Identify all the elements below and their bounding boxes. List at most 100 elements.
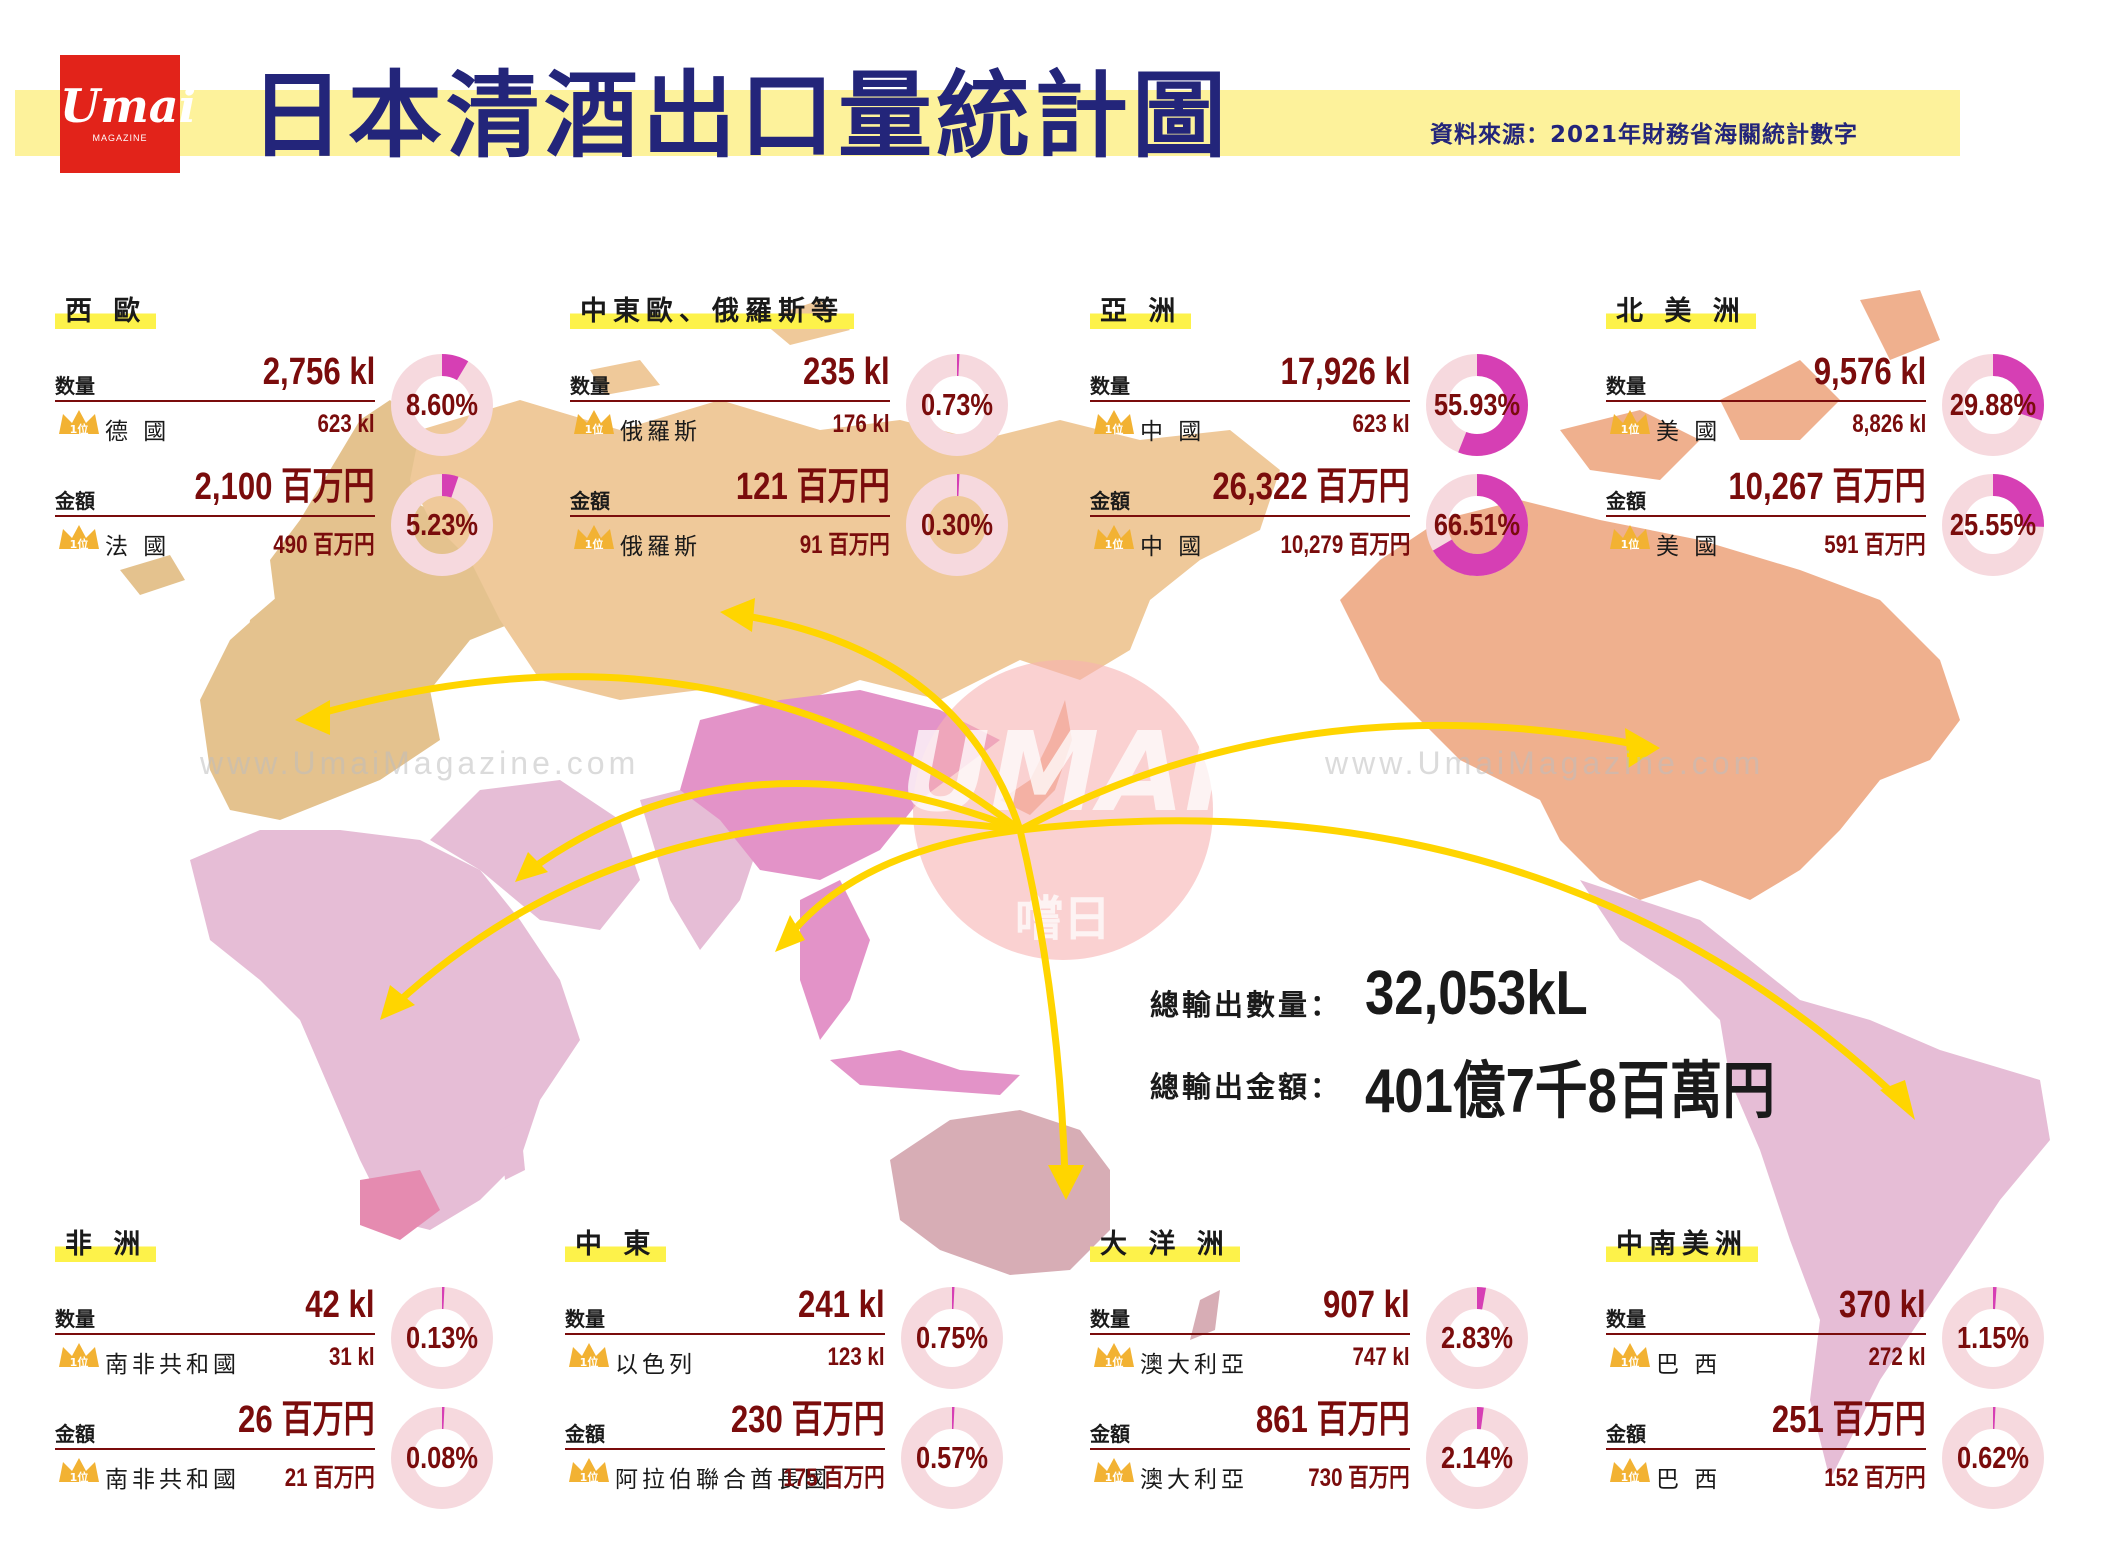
divider	[1606, 400, 1926, 402]
map-region-africa	[190, 830, 580, 1230]
volume-top-value: 123 kl	[827, 1343, 885, 1371]
rank-badge: 1位	[1105, 1355, 1124, 1369]
crown-icon: 1位	[1092, 1341, 1136, 1371]
volume-label: 数量	[570, 374, 610, 398]
value-row: 金額 26,322 百万円 1位 中 國 10,279 百万円	[1090, 465, 1410, 575]
volume-top-value: 8,826 kl	[1851, 410, 1926, 438]
region-title: 西 歐	[55, 295, 157, 329]
map-region-north-america	[1340, 500, 1960, 900]
value-row: 金額 121 百万円 1位 俄羅斯 91 百万円	[570, 465, 890, 575]
crown-icon: 1位	[1608, 523, 1652, 553]
value-share-label: 25.55%	[1949, 507, 2037, 542]
value-share-label: 0.62%	[1956, 1440, 2030, 1475]
region-panel: 中 東数量 241 kl 1位 以色列 123 kl 0.75% 金額 230 百万円 1位 阿拉…	[565, 1228, 1015, 1509]
value-share-label: 0.08%	[405, 1440, 479, 1475]
value-value: 230 百万円	[730, 1399, 885, 1441]
volume-label: 数量	[55, 1307, 95, 1331]
rank-badge: 1位	[580, 1355, 599, 1369]
watermark-center-sub: 嚐日	[1015, 891, 1111, 947]
volume-share-donut: 2.83%	[1422, 1283, 1532, 1393]
value-top-country: 美 國	[1656, 534, 1722, 560]
value-row: 金額 26 百万円 1位 南非共和國 21 百万円	[55, 1398, 375, 1508]
arrow-to-southeast-asia	[786, 826, 1024, 939]
total-value-value: 401億7千8百萬円	[1365, 1057, 1776, 1126]
crown-icon: 1位	[57, 408, 101, 438]
map-region-south-africa	[360, 1170, 440, 1240]
value-share-label: 0.57%	[915, 1440, 989, 1475]
value-label: 金額	[565, 1422, 605, 1446]
watermark-url-left: www.UmaiMagazine.com	[200, 745, 640, 781]
value-label: 金額	[570, 489, 610, 513]
value-share-donut: 25.55%	[1938, 470, 2048, 580]
region-panel: 西 歐数量 2,756 kl 1位 德 國 623 kl 8.60% 金額 2,100 百万円…	[55, 295, 505, 576]
value-value: 26 百万円	[238, 1399, 375, 1441]
volume-top-country: 德 國	[105, 419, 171, 445]
volume-top-value: 272 kl	[1868, 1343, 1926, 1371]
rank-badge: 1位	[1105, 422, 1124, 436]
value-value: 861 百万円	[1255, 1399, 1410, 1441]
value-top-value: 152 百万円	[1824, 1464, 1926, 1492]
donut-fill	[906, 474, 1008, 576]
rank-badge: 1位	[70, 422, 89, 436]
map-region-australia	[890, 1110, 1110, 1275]
divider	[570, 515, 890, 517]
volume-top-value: 31 kl	[329, 1343, 375, 1371]
arrow-to-europe	[311, 673, 1024, 834]
donut-fill	[901, 1287, 1003, 1389]
map-region-europe	[200, 400, 520, 820]
volume-label: 数量	[1090, 1307, 1130, 1331]
value-label: 金額	[1606, 1422, 1646, 1446]
divider	[570, 400, 890, 402]
arrow-to-south-america	[1016, 817, 1904, 1104]
volume-share-label: 0.13%	[405, 1320, 479, 1355]
volume-share-label: 0.73%	[920, 387, 994, 422]
region-panel: 亞 洲数量 17,926 kl 1位中 國 623 kl 55.93% 金額 26,322 …	[1090, 295, 1540, 576]
volume-share-label: 8.60%	[405, 387, 479, 422]
volume-top-country: 美 國	[1656, 419, 1722, 445]
volume-value: 9,576 kl	[1813, 351, 1926, 393]
donut-fill	[1942, 354, 2044, 456]
divider	[55, 1448, 375, 1450]
rank-badge: 1位	[1621, 1355, 1640, 1369]
value-share-donut: 0.57%	[897, 1403, 1007, 1513]
region-title: 北 美 洲	[1606, 295, 1756, 329]
donut-fill	[1426, 1287, 1528, 1389]
rank-badge: 1位	[1105, 1470, 1124, 1484]
arrow-to-oceania	[1016, 826, 1069, 1184]
value-row: 金額 251 百万円 1位 巴 西 152 百万円	[1606, 1398, 1926, 1508]
donut-fill	[901, 1407, 1003, 1509]
donut-fill	[1426, 474, 1528, 576]
region-title: 亞 洲	[1090, 295, 1192, 329]
value-share-donut: 5.23%	[387, 470, 497, 580]
rank-badge: 1位	[585, 422, 604, 436]
arrow-to-russia	[736, 611, 1024, 834]
value-share-donut: 0.62%	[1938, 1403, 2048, 1513]
value-row: 金額 10,267 百万円 1位 美 國 591 百万円	[1606, 465, 1926, 575]
value-share-donut: 0.30%	[902, 470, 1012, 580]
volume-share-label: 2.83%	[1440, 1320, 1514, 1355]
value-top-country: 法 國	[105, 534, 171, 560]
volume-label: 数量	[55, 374, 95, 398]
value-share-label: 5.23%	[405, 507, 479, 542]
divider	[1090, 400, 1410, 402]
volume-value: 370 kl	[1839, 1284, 1926, 1326]
map-region-south-america	[1580, 880, 2050, 1480]
volume-row: 数量 235 kl 1位 俄羅斯 176 kl	[570, 350, 890, 460]
map-region-uk	[245, 590, 300, 680]
crown-icon: 1位	[1608, 1341, 1652, 1371]
volume-top-value: 623 kl	[317, 410, 375, 438]
value-top-country: 阿拉伯聯合酋長國	[615, 1467, 831, 1493]
volume-row: 数量 42 kl 1位 南非共和國 31 kl	[55, 1283, 375, 1393]
value-share-label: 66.51%	[1433, 507, 1521, 542]
region-panel: 大 洋 洲数量 907 kl 1位 澳大利亞 747 kl 2.83% 金額 861 百万円 1…	[1090, 1228, 1540, 1509]
volume-value: 907 kl	[1323, 1284, 1410, 1326]
volume-share-label: 29.88%	[1949, 387, 2037, 422]
crown-icon: 1位	[572, 408, 616, 438]
volume-share-donut: 0.73%	[902, 350, 1012, 460]
map-region-iceland	[120, 555, 185, 595]
umai-logo: Umai MAGAZINE	[60, 55, 196, 173]
volume-label: 数量	[1090, 374, 1130, 398]
value-top-country: 中 國	[1140, 534, 1206, 560]
value-value: 121 百万円	[735, 466, 890, 508]
